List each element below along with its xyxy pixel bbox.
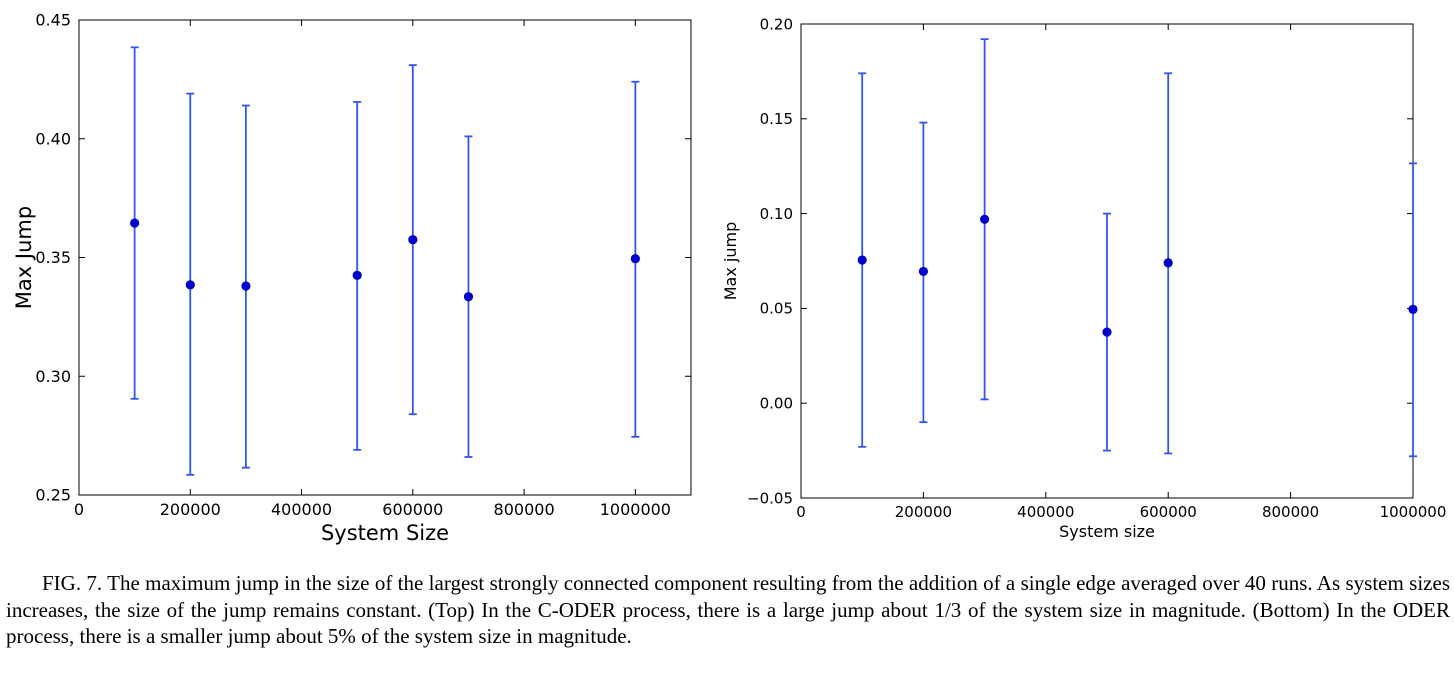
data-point — [352, 270, 362, 280]
x-axis-label: System Size — [321, 521, 449, 545]
y-tick-label: 0.00 — [760, 394, 793, 412]
y-tick-label: 0.25 — [35, 486, 71, 505]
data-point — [630, 254, 640, 264]
y-tick-label: −0.05 — [747, 489, 793, 507]
data-point — [857, 255, 867, 265]
data-point — [1408, 304, 1418, 314]
x-tick-label: 0 — [796, 503, 806, 521]
x-tick-label: 800000 — [1262, 503, 1319, 521]
x-tick-label: 400000 — [1017, 503, 1074, 521]
x-tick-label: 1000000 — [600, 500, 671, 519]
y-tick-label: 0.10 — [760, 205, 793, 223]
data-point — [980, 214, 990, 224]
data-point — [241, 281, 251, 291]
plot-frame — [78, 19, 692, 496]
y-tick-label: 0.30 — [35, 367, 71, 386]
x-tick-label: 0 — [74, 500, 84, 519]
x-tick-label: 800000 — [494, 500, 555, 519]
x-tick-label: 600000 — [1140, 503, 1197, 521]
y-tick-label: 0.40 — [35, 129, 71, 148]
data-point — [1102, 327, 1112, 337]
y-tick-label: 0.05 — [760, 300, 793, 318]
y-axis-label: Max Jump — [12, 206, 36, 309]
x-tick-label: 200000 — [895, 503, 952, 521]
plots-canvas: 0 200000 400000 600000 800000 1000000 0.25 0.30… — [12, 11, 1446, 545]
y-tick-label: 0.15 — [760, 110, 793, 128]
x-axis-label: System size — [1059, 522, 1155, 541]
y-tick-label: 0.45 — [35, 11, 71, 30]
x-tick-label: 400000 — [271, 500, 332, 519]
data-point — [1163, 258, 1173, 268]
figure-caption: FIG. 7. The maximum jump in the size of … — [6, 571, 1450, 648]
y-tick-label: 0.35 — [35, 248, 71, 267]
x-tick-label: 1000000 — [1380, 503, 1447, 521]
data-point — [918, 266, 929, 277]
y-axis-label: Max jump — [721, 222, 740, 301]
chart-1: 0 200000 400000 600000 800000 1000000 0.25 0.30… — [12, 11, 692, 545]
data-point — [130, 218, 140, 228]
y-tick-label: 0.20 — [760, 15, 793, 33]
data-point — [463, 292, 474, 302]
chart-2: 0 200000 400000 600000 800000 1000000 −0.05 0.0… — [721, 15, 1446, 541]
x-tick-label: 200000 — [160, 500, 221, 519]
x-tick-label: 600000 — [382, 500, 443, 519]
data-point — [408, 235, 418, 245]
data-point — [185, 280, 195, 290]
